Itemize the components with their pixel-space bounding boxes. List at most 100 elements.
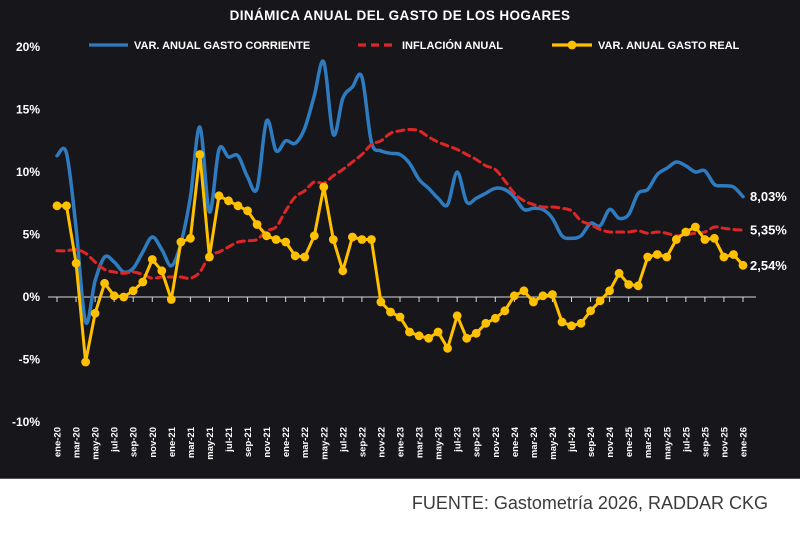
- marker-dot: [205, 252, 214, 262]
- marker-dot: [309, 231, 319, 241]
- marker-dot: [471, 328, 481, 338]
- marker-dot: [319, 182, 329, 192]
- series-line-gasto-corriente: [55, 59, 745, 325]
- marker-dot: [691, 222, 700, 232]
- marker-dot: [138, 277, 148, 287]
- marker-dot: [662, 252, 672, 262]
- marker-dot: [567, 321, 576, 331]
- marker-dot: [338, 266, 348, 276]
- marker-dot: [424, 333, 433, 343]
- x-tick-label: nov-24: [605, 426, 616, 457]
- marker-dot: [271, 235, 281, 244]
- marker-dot: [52, 201, 62, 211]
- x-tick-label: ene-26: [739, 427, 750, 457]
- marker-dot: [186, 233, 195, 243]
- marker-dot: [729, 250, 738, 259]
- marker-dot: [452, 311, 462, 321]
- x-tick-label: ene-21: [167, 426, 178, 457]
- marker-dot: [548, 290, 557, 299]
- y-tick-label: 15%: [16, 103, 40, 117]
- marker-dot: [157, 266, 167, 276]
- x-tick-label: jul-20: [110, 427, 121, 453]
- marker-dot: [538, 291, 548, 301]
- marker-dot: [328, 235, 338, 244]
- x-tick-label: jul-25: [681, 426, 692, 453]
- marker-dot: [643, 252, 653, 262]
- marker-dot: [710, 233, 719, 243]
- x-tick-label: mar-25: [643, 426, 654, 458]
- x-tick-label: jul-23: [453, 427, 464, 453]
- marker-dot: [62, 201, 71, 211]
- x-tick-label: mar-24: [529, 426, 540, 458]
- marker-dot: [671, 235, 681, 244]
- series-end-label: 2,54%: [750, 258, 787, 273]
- legend-label: VAR. ANUAL GASTO CORRIENTE: [134, 40, 310, 52]
- marker-dot: [376, 297, 386, 307]
- marker-dot: [281, 237, 291, 247]
- x-tick-label: may-23: [434, 427, 445, 460]
- marker-dot: [633, 281, 643, 291]
- marker-dot: [443, 343, 452, 353]
- series-end-label: 8,03%: [750, 189, 787, 204]
- marker-dot: [367, 235, 376, 244]
- marker-dot: [262, 231, 271, 241]
- x-tick-label: ene-20: [53, 427, 64, 457]
- chart-panel: DINÁMICA ANUAL DEL GASTO DE LOS HOGARES …: [0, 0, 800, 479]
- y-tick-label: 5%: [23, 228, 41, 242]
- x-tick-label: jul-24: [567, 426, 578, 453]
- marker-dot: [586, 306, 595, 316]
- x-tick-label: ene-22: [281, 427, 292, 457]
- marker-dot: [147, 255, 157, 264]
- x-tick-label: mar-22: [300, 427, 311, 458]
- marker-dot: [681, 227, 691, 237]
- marker-dot: [557, 317, 567, 327]
- marker-dot: [700, 235, 710, 244]
- legend-label: INFLACIÓN ANUAL: [402, 39, 503, 52]
- marker-dot: [519, 286, 529, 296]
- marker-dot: [243, 206, 253, 216]
- y-tick-label: 10%: [16, 165, 40, 179]
- marker-dot: [100, 278, 109, 288]
- marker-dot: [166, 295, 176, 304]
- x-tick-label: nov-25: [719, 426, 730, 457]
- marker-dot: [595, 296, 605, 306]
- marker-dot: [719, 252, 729, 262]
- footer: FUENTE: Gastometría 2026, RADDAR CKG: [0, 479, 800, 533]
- x-tick-label: sep-22: [357, 427, 368, 457]
- x-tick-label: nov-20: [148, 427, 159, 458]
- y-tick-label: 0%: [23, 290, 41, 304]
- marker-dot: [109, 291, 119, 301]
- marker-dot: [405, 327, 414, 337]
- x-tick-label: jul-22: [338, 427, 349, 453]
- chart-title: DINÁMICA ANUAL DEL GASTO DE LOS HOGARES: [229, 8, 571, 23]
- x-tick-label: jul-21: [224, 426, 235, 453]
- marker-dot: [128, 286, 138, 296]
- x-tick-label: mar-21: [186, 426, 197, 458]
- x-tick-label: mar-20: [72, 427, 83, 458]
- marker-dot: [195, 150, 205, 159]
- x-tick-label: may-25: [662, 426, 673, 459]
- marker-dot: [576, 318, 586, 328]
- x-tick-label: ene-23: [396, 427, 407, 457]
- series-line-inflacion: [55, 127, 745, 280]
- x-tick-label: nov-21: [262, 426, 273, 457]
- legend-label: VAR. ANUAL GASTO REAL: [598, 40, 740, 52]
- marker-dot: [290, 251, 300, 261]
- marker-dot: [462, 333, 472, 343]
- x-tick-label: may-21: [205, 426, 216, 459]
- marker-dot: [252, 220, 262, 229]
- y-tick-label: -10%: [12, 415, 40, 429]
- x-tick-label: sep-21: [243, 426, 254, 457]
- series-end-label: 5,35%: [750, 223, 787, 238]
- x-tick-label: sep-25: [700, 426, 711, 457]
- x-tick-label: sep-20: [129, 427, 140, 457]
- marker-dot: [176, 237, 186, 247]
- line-chart: 20% 15% 10% 5% 0% -5% -10% ene-20 mar-20 may-20 ju…: [12, 39, 787, 460]
- y-tick-label: 20%: [16, 40, 40, 54]
- marker-dot: [529, 297, 538, 307]
- marker-dot: [605, 286, 614, 296]
- x-tick-label: ene-24: [510, 426, 521, 457]
- series-line-gasto-real: [55, 153, 745, 364]
- marker-dot: [357, 235, 367, 244]
